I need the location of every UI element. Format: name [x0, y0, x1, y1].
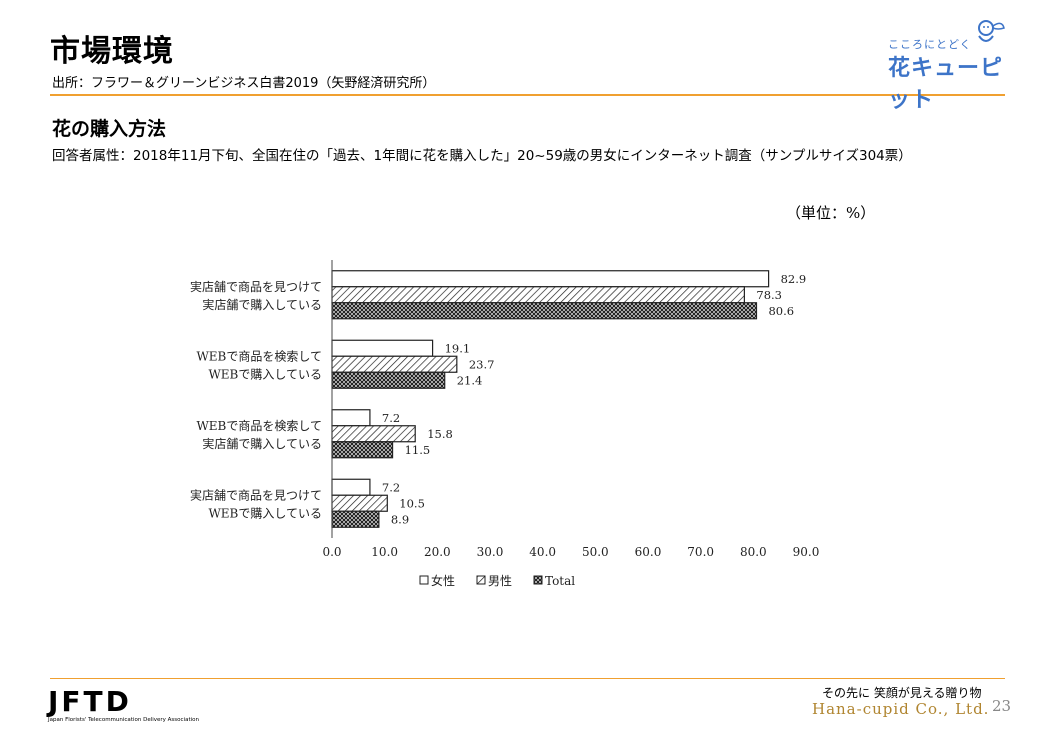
category-label: 実店舗で商品を見つけて — [190, 279, 322, 294]
x-tick-label: 60.0 — [635, 545, 662, 559]
data-label: 80.6 — [768, 304, 794, 318]
data-label: 15.8 — [427, 427, 453, 441]
bar-chart: 82.978.380.6実店舗で商品を見つけて実店舗で購入している19.123.… — [190, 260, 820, 588]
x-tick-label: 50.0 — [582, 545, 609, 559]
legend-swatch — [476, 575, 486, 585]
category-label: WEBで商品を検索して — [196, 418, 322, 433]
page-number: 23 — [992, 697, 1012, 715]
data-label: 23.7 — [469, 357, 495, 371]
legend-label: 女性 — [431, 573, 455, 588]
header-divider — [50, 94, 1005, 96]
x-tick-label: 30.0 — [477, 545, 504, 559]
x-tick-label: 80.0 — [740, 545, 767, 559]
x-tick-label: 0.0 — [322, 545, 341, 559]
bar-男性-0 — [331, 286, 745, 304]
bar-女性-0 — [331, 270, 770, 288]
x-tick-label: 70.0 — [687, 545, 714, 559]
data-label: 10.5 — [399, 496, 425, 510]
brand-logo: こころにとどく 花キューピット — [888, 16, 1008, 113]
data-label: 82.9 — [781, 272, 807, 286]
x-tick-label: 90.0 — [793, 545, 820, 559]
bar-男性-3 — [331, 494, 388, 512]
category-label: WEBで購入している — [208, 367, 322, 381]
source-note: 出所：フラワー＆グリーンビジネス白書2019（矢野経済研究所） — [52, 76, 436, 91]
cupid-mascot-icon — [978, 20, 1005, 42]
data-label: 7.2 — [382, 411, 400, 425]
bar-Total-0 — [331, 302, 758, 320]
bar-女性-2 — [331, 409, 371, 427]
data-label: 21.4 — [457, 373, 483, 387]
bar-Total-3 — [331, 510, 380, 528]
bar-女性-3 — [331, 478, 371, 496]
brand-tagline: こころにとどく — [888, 38, 972, 51]
data-label: 8.9 — [391, 512, 409, 526]
category-label: 実店舗で購入している — [202, 297, 322, 312]
section-heading: 花の購入方法 — [52, 118, 167, 140]
category-label: WEBで商品を検索して — [196, 348, 322, 363]
bar-Total-2 — [331, 441, 394, 459]
legend-swatch — [419, 575, 429, 585]
company-name: Hana-cupid Co., Ltd. — [812, 700, 990, 718]
data-label: 78.3 — [756, 288, 782, 302]
bar-女性-1 — [331, 339, 434, 357]
legend-swatch — [533, 575, 543, 585]
legend-label: 男性 — [488, 574, 512, 588]
category-label: 実店舗で購入している — [202, 436, 322, 451]
x-tick-label: 40.0 — [529, 545, 556, 559]
bar-Total-1 — [331, 371, 446, 389]
data-label: 7.2 — [382, 480, 400, 494]
x-tick-label: 10.0 — [371, 545, 398, 559]
category-label: 実店舗で商品を見つけて — [190, 487, 322, 502]
bar-男性-2 — [331, 425, 416, 443]
bar-男性-1 — [331, 355, 458, 373]
data-label: 19.1 — [445, 341, 471, 355]
footer-divider — [50, 678, 1005, 679]
category-label: WEBで購入している — [208, 506, 322, 520]
jftd-logo: JFTD Japan Florists' Telecommunication D… — [48, 685, 199, 724]
unit-label: （単位：%） — [786, 204, 876, 222]
respondent-note: 回答者属性：2018年11月下旬、全国在住の「過去、1年間に花を購入した」20~… — [52, 148, 912, 164]
footer-tagline: その先に 笑顔が見える贈り物 — [822, 686, 982, 700]
x-tick-label: 20.0 — [424, 545, 451, 559]
data-label: 11.5 — [405, 443, 431, 457]
legend-label: Total — [545, 574, 575, 588]
brand-name: 花キューピット — [888, 56, 1004, 113]
page-title: 市場環境 — [50, 34, 174, 69]
